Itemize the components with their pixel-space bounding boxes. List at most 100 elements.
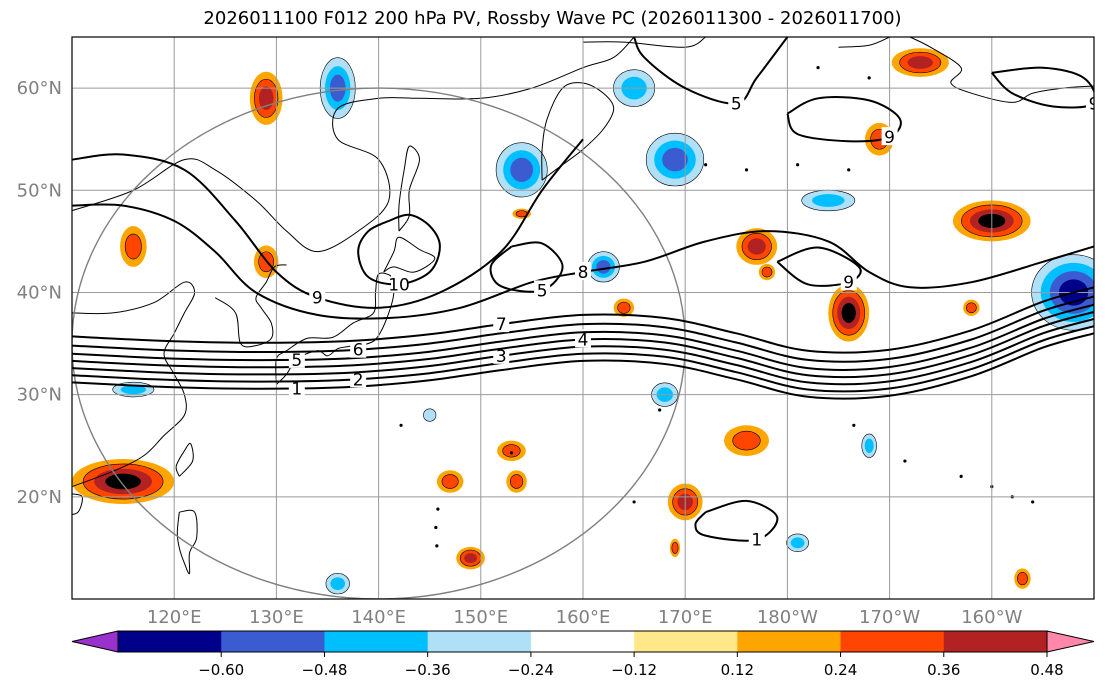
- colorbar-tick-label: −0.12: [611, 661, 657, 679]
- pc-level: [761, 266, 773, 278]
- coastline-segment: [541, 82, 615, 181]
- pc-level: [864, 438, 874, 453]
- colorbar-segment: [943, 631, 1048, 652]
- contour-label: 9: [884, 128, 895, 148]
- contour-label: 9: [312, 289, 323, 309]
- contour-label: 8: [578, 263, 589, 283]
- contour-label-bg: [288, 378, 305, 397]
- colorbar-segment: [530, 631, 635, 652]
- pc-anomaly-positive: [497, 440, 526, 462]
- lat-tick-label: 30°N: [17, 385, 62, 406]
- pv-contour-line: [786, 96, 902, 143]
- pc-anomaly-negative: [638, 125, 712, 194]
- contour-label: 3: [496, 347, 507, 367]
- pc-level: [510, 157, 534, 182]
- pv-contour-line: [776, 246, 862, 287]
- contour-label-bg: [309, 287, 326, 306]
- pc-anomaly-positive: [506, 470, 527, 493]
- coastline-segment: [176, 509, 198, 575]
- pc-anomaly-positive: [613, 298, 635, 317]
- pv-contour-line: [991, 66, 1094, 109]
- pc-anomaly-positive: [724, 425, 770, 456]
- pc-anomaly-negative: [488, 135, 555, 205]
- contour-label: 6: [353, 341, 364, 361]
- pv-contour-line: [72, 286, 1094, 354]
- contour-label-bg: [493, 314, 510, 333]
- colorbar-segment: [427, 631, 532, 652]
- pc-level: [811, 194, 845, 207]
- pc-anomaly-negative: [321, 569, 355, 598]
- lon-tick-label: 150°E: [453, 607, 508, 628]
- lon-tick-label: 120°E: [147, 607, 202, 628]
- pv-contour-line: [633, 37, 789, 105]
- island-mark: [959, 474, 963, 478]
- colorbar-extend-high: [1046, 630, 1095, 653]
- pc-level: [124, 233, 142, 260]
- pc-anomaly-negative: [858, 429, 880, 463]
- pc-anomaly-positive: [120, 226, 147, 267]
- island-mark: [816, 66, 820, 70]
- pv-contour-line: [72, 332, 1094, 400]
- contour-label-bg: [288, 349, 305, 368]
- pc-level: [330, 577, 345, 591]
- pc-level: [1017, 571, 1028, 586]
- contour-label-bg: [1086, 93, 1094, 112]
- pv-contours: 1 2 3 4 5 6 7 8 9 10 5 9 9 5 1 9: [72, 37, 1094, 551]
- map-title: 2026011100 F012 200 hPa PV, Rossby Wave …: [203, 8, 902, 29]
- coastline-segment: [398, 145, 421, 232]
- pc-anomaly-negative: [791, 186, 866, 215]
- pc-level: [441, 474, 459, 489]
- map-frame: [71, 36, 1095, 600]
- colorbar-tick-label: −0.60: [198, 661, 244, 679]
- colorbar-extend-low: [71, 630, 119, 653]
- contour-label-bg: [350, 339, 367, 358]
- island-mark: [852, 423, 856, 427]
- lon-tick-label: 130°E: [249, 607, 304, 628]
- pc-level: [105, 473, 141, 490]
- contour-label: 1: [291, 380, 302, 400]
- colorbar: −0.60 −0.48 −0.36 −0.24 −0.12 0.12 0.24 0.36 0.4…: [71, 630, 1095, 679]
- colorbar-segment: [118, 631, 222, 652]
- contour-label-bg: [748, 529, 765, 548]
- island-mark: [632, 500, 636, 504]
- island-mark: [399, 423, 403, 427]
- island-mark: [434, 525, 438, 530]
- lat-tick-label: 20°N: [17, 487, 62, 508]
- pc-level: [596, 260, 611, 274]
- island-mark: [867, 76, 871, 80]
- contour-label: 10: [388, 275, 410, 295]
- lon-tick-label: 170°W: [859, 607, 920, 628]
- pc-level: [423, 408, 437, 422]
- contour-label: 5: [291, 351, 302, 371]
- contour-label: 5: [731, 94, 742, 114]
- pc-anomaly-positive: [758, 263, 776, 281]
- colorbar-tick-label: −0.48: [301, 661, 347, 679]
- pc-level: [671, 541, 679, 554]
- island-mark: [704, 163, 708, 167]
- pc-level: [509, 474, 524, 489]
- coastline-segment: [383, 236, 436, 273]
- pc-level: [617, 301, 631, 314]
- contour-label: 2: [353, 370, 364, 390]
- colorbar-tick-label: 0.24: [824, 661, 857, 679]
- pc-level: [790, 537, 805, 549]
- pc-anomaly-positive: [963, 299, 980, 316]
- rossby-pc-shading: [72, 48, 1094, 598]
- pc-level: [907, 56, 933, 69]
- pc-level: [464, 553, 477, 564]
- lon-tick-label: 140°E: [351, 607, 406, 628]
- pc-anomaly-negative: [782, 530, 813, 556]
- island-mark: [658, 408, 662, 412]
- pc-anomaly-positive: [669, 538, 681, 558]
- coastline-segment: [175, 442, 194, 477]
- colorbar-segment: [324, 631, 429, 652]
- contour-label-bg: [575, 262, 591, 281]
- contour-label: 7: [496, 315, 507, 335]
- pc-anomaly-negative: [419, 404, 440, 426]
- coastline-segment: [582, 37, 706, 48]
- contour-label-bg: [493, 345, 510, 364]
- lon-tick-label: 160°E: [556, 607, 611, 628]
- pc-level: [966, 302, 977, 314]
- pc-anomaly-positive: [828, 284, 870, 342]
